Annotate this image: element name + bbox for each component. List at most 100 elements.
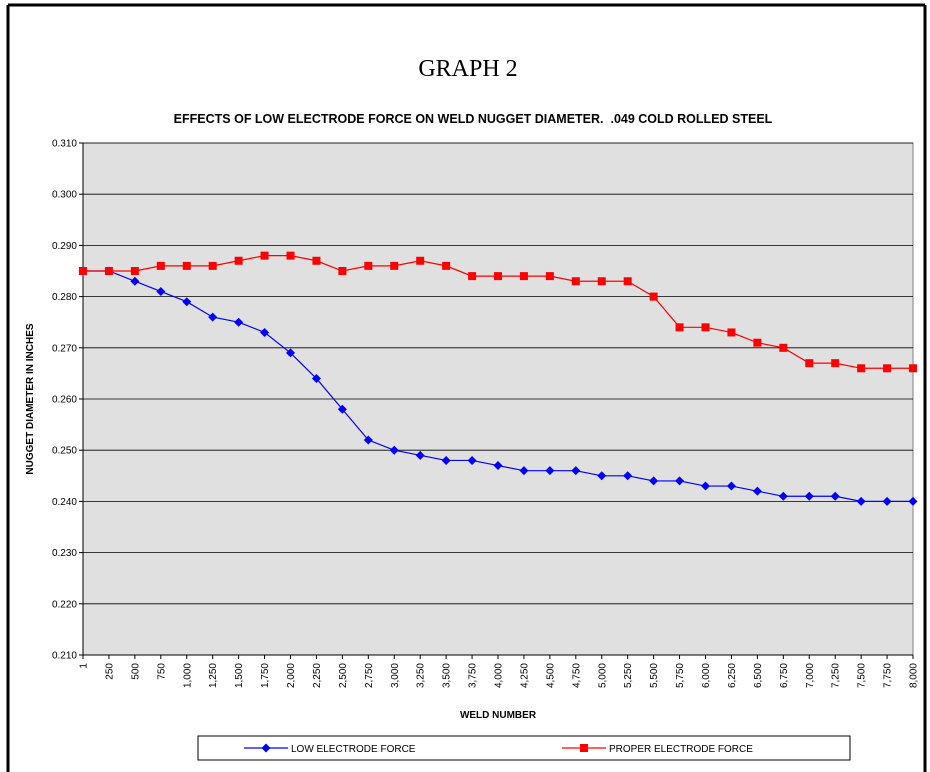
- x-tick-label: 4,000: [494, 663, 505, 688]
- data-point: [856, 496, 866, 506]
- data-point: [234, 317, 244, 327]
- data-point: [260, 327, 270, 337]
- data-point: [778, 491, 788, 501]
- y-tick-label: 0.230: [52, 548, 77, 559]
- chart-title: EFFECTS OF LOW ELECTRODE FORCE ON WELD N…: [173, 112, 773, 126]
- data-point: [467, 455, 477, 465]
- y-tick-label: 0.300: [52, 190, 77, 201]
- data-point: [831, 359, 840, 368]
- heading: GRAPH 2: [418, 56, 518, 82]
- data-point: [571, 466, 581, 476]
- x-tick-label: 750: [156, 663, 167, 680]
- x-tick-label: 500: [130, 663, 141, 680]
- y-tick-label: 0.290: [52, 241, 77, 252]
- data-point: [701, 323, 710, 332]
- y-axis-title: NUGGET DIAMETER IN INCHES: [25, 323, 36, 474]
- data-point: [260, 251, 269, 260]
- data-point: [701, 481, 710, 491]
- data-point: [390, 261, 399, 270]
- data-point: [364, 261, 373, 270]
- legend-marker: [261, 743, 271, 753]
- legend-label: LOW ELECTRODE FORCE: [291, 744, 416, 755]
- data-point: [571, 277, 580, 286]
- x-tick-label: 3,750: [468, 663, 479, 688]
- data-point: [675, 323, 684, 332]
- data-point: [338, 267, 347, 275]
- data-point: [830, 491, 840, 501]
- x-tick-label: 4,500: [545, 663, 556, 688]
- data-point: [182, 297, 192, 307]
- data-point: [909, 364, 917, 373]
- x-tick-label: 7,500: [857, 663, 868, 688]
- x-tick-label: 1,500: [234, 663, 245, 688]
- x-tick-label: 4,750: [571, 663, 582, 688]
- x-tick-label: 8,000: [909, 663, 920, 688]
- data-point: [519, 272, 528, 281]
- x-tick-label: 1,250: [208, 663, 219, 688]
- x-tick-label: 6,500: [753, 663, 764, 688]
- y-tick-label: 0.240: [52, 497, 77, 508]
- data-point: [493, 461, 503, 471]
- y-tick-label: 0.280: [52, 292, 77, 303]
- data-point: [130, 267, 139, 275]
- data-point: [208, 312, 218, 322]
- x-tick-label: 6,250: [727, 663, 738, 688]
- x-tick-label: 2,750: [364, 663, 375, 688]
- y-tick-label: 0.270: [52, 343, 77, 354]
- x-tick-label: 5,500: [649, 663, 660, 688]
- x-tick-label: 1,750: [260, 663, 271, 688]
- y-tick-label: 0.250: [52, 446, 77, 457]
- x-tick-label: 7,000: [805, 663, 816, 688]
- x-tick-label: 250: [104, 663, 115, 680]
- x-tick-label: 2,250: [312, 663, 323, 688]
- data-point: [804, 491, 814, 501]
- data-point: [805, 359, 814, 368]
- data-point: [234, 256, 243, 265]
- data-point: [468, 272, 477, 281]
- x-tick-label: 5,250: [623, 663, 634, 688]
- data-point: [623, 277, 632, 286]
- data-point: [727, 328, 736, 337]
- data-point: [311, 374, 321, 384]
- data-point: [494, 272, 502, 281]
- x-tick-label: 1,000: [182, 663, 193, 688]
- y-tick-label: 0.310: [52, 139, 77, 150]
- data-point: [753, 338, 762, 347]
- x-axis-title: WELD NUMBER: [460, 710, 537, 721]
- x-tick-label: 4,250: [519, 663, 530, 688]
- data-point: [545, 466, 555, 476]
- data-point: [79, 267, 87, 275]
- data-point: [779, 343, 788, 352]
- data-point: [623, 471, 633, 481]
- data-point: [545, 272, 554, 281]
- x-tick-label: 7,250: [831, 663, 842, 688]
- data-point: [286, 251, 295, 260]
- data-point: [156, 261, 165, 270]
- x-tick-label: 7,750: [883, 663, 894, 688]
- data-point: [156, 286, 166, 296]
- data-point: [597, 471, 607, 481]
- data-point: [882, 496, 892, 506]
- x-tick-label: 2,500: [338, 663, 349, 688]
- data-point: [857, 364, 866, 373]
- y-tick-label: 0.220: [52, 599, 77, 610]
- data-point: [182, 261, 191, 270]
- data-point: [441, 455, 451, 465]
- legend-box: [197, 735, 851, 761]
- y-tick-label: 0.260: [52, 395, 77, 406]
- data-point: [752, 486, 762, 496]
- x-tick-label: 5,000: [597, 663, 608, 688]
- data-point: [415, 450, 425, 460]
- x-tick-label: 1: [79, 663, 90, 669]
- data-point: [104, 267, 113, 275]
- data-point: [286, 348, 295, 358]
- y-tick-label: 0.210: [52, 651, 77, 662]
- data-point: [416, 256, 425, 265]
- x-tick-label: 6,000: [701, 663, 712, 688]
- data-point: [519, 466, 529, 476]
- x-tick-label: 3,250: [416, 663, 427, 688]
- data-point: [337, 404, 347, 414]
- data-point: [649, 476, 659, 486]
